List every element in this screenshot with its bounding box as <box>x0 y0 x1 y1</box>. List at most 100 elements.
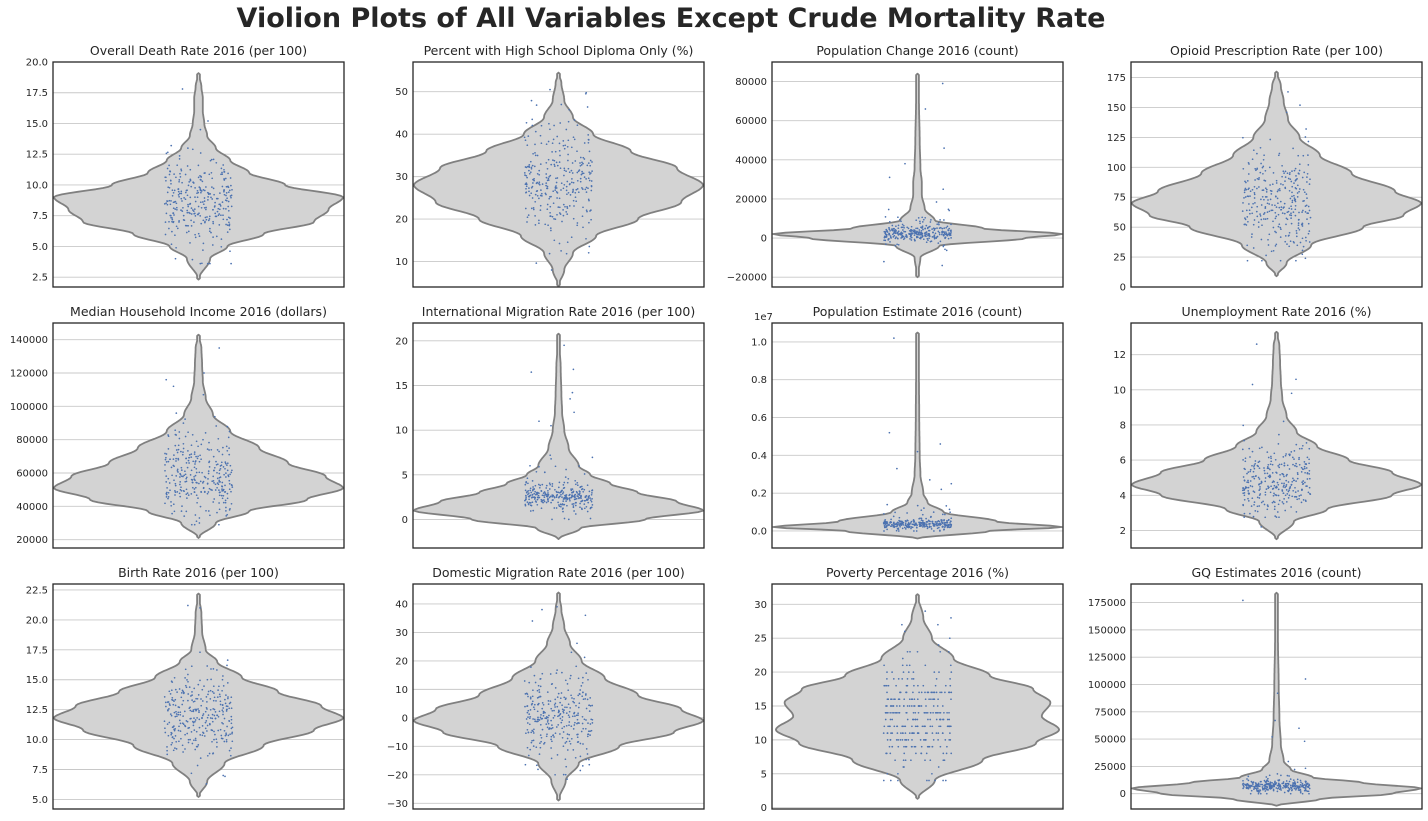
data-point <box>176 715 178 718</box>
data-point <box>590 506 593 509</box>
data-point <box>181 505 183 507</box>
data-point <box>1268 486 1270 489</box>
data-point <box>548 496 551 499</box>
data-point <box>919 222 921 225</box>
data-point <box>173 201 176 203</box>
data-point <box>1274 458 1277 461</box>
data-point <box>942 752 945 755</box>
data-point <box>914 718 917 721</box>
data-point <box>1294 204 1297 207</box>
data-point <box>523 172 526 174</box>
violin-subplot: GQ Estimates 2016 (count)025000500007500… <box>1088 565 1423 810</box>
data-point <box>230 727 233 730</box>
data-point <box>1274 782 1277 784</box>
data-point <box>1264 790 1267 792</box>
data-point <box>938 227 941 229</box>
data-point <box>950 617 952 619</box>
data-point <box>164 452 166 455</box>
data-point <box>558 197 561 200</box>
data-point <box>1280 463 1283 466</box>
data-point <box>176 227 179 230</box>
data-point <box>207 693 209 696</box>
data-point <box>575 490 578 493</box>
data-point <box>1264 780 1267 783</box>
data-point <box>1267 244 1270 246</box>
data-point <box>1249 195 1251 197</box>
data-point <box>934 684 937 687</box>
data-point <box>1243 479 1246 482</box>
data-point <box>206 724 209 727</box>
data-point <box>587 162 590 164</box>
data-point <box>210 448 213 451</box>
data-point <box>550 424 552 427</box>
data-point <box>200 490 202 493</box>
data-point <box>899 233 902 236</box>
data-point <box>559 701 561 704</box>
data-point <box>566 241 569 244</box>
data-point <box>589 507 592 510</box>
data-point <box>538 197 540 200</box>
data-point <box>530 167 533 170</box>
y-tick-label: 5.0 <box>32 242 48 253</box>
data-point <box>164 701 167 704</box>
y-tick-label: 8 <box>1120 420 1126 431</box>
data-point <box>1247 775 1250 778</box>
data-point <box>546 203 549 206</box>
data-point <box>1290 222 1293 225</box>
data-point <box>212 668 215 670</box>
data-point <box>562 503 564 506</box>
data-point <box>221 721 223 724</box>
data-point <box>217 207 220 210</box>
data-point <box>1266 466 1269 468</box>
data-point <box>544 717 547 719</box>
data-point <box>902 238 905 241</box>
data-point <box>936 705 939 707</box>
data-point <box>1294 167 1297 170</box>
data-point <box>895 711 898 714</box>
data-point <box>576 484 579 487</box>
data-point <box>170 733 173 736</box>
data-point <box>565 494 567 497</box>
data-point <box>564 679 567 682</box>
data-point <box>948 508 951 511</box>
data-point <box>918 691 920 694</box>
data-point <box>590 729 593 732</box>
data-point <box>528 166 531 168</box>
data-point <box>224 702 227 705</box>
data-point <box>189 738 191 741</box>
data-point <box>530 741 533 744</box>
data-point <box>1276 190 1279 193</box>
data-point <box>1258 483 1261 485</box>
data-point <box>547 495 549 497</box>
data-point <box>585 758 587 761</box>
data-point <box>1279 189 1281 192</box>
data-point <box>890 732 892 734</box>
data-point <box>187 604 189 607</box>
data-point <box>186 209 189 212</box>
data-point <box>886 691 888 694</box>
data-point <box>1303 783 1306 786</box>
data-point <box>567 714 570 717</box>
data-point <box>167 477 170 480</box>
data-point <box>946 711 948 714</box>
data-point <box>535 492 538 494</box>
data-point <box>1292 463 1294 466</box>
data-point <box>166 203 169 206</box>
data-point <box>534 200 537 203</box>
data-point <box>221 497 224 500</box>
data-point <box>1301 237 1304 240</box>
data-point <box>173 173 175 175</box>
data-point <box>904 528 907 530</box>
data-point <box>577 677 580 680</box>
data-point <box>567 159 569 162</box>
data-point <box>1258 478 1261 480</box>
data-point <box>1291 191 1293 194</box>
data-point <box>194 739 197 742</box>
data-point <box>527 709 530 712</box>
data-point <box>528 717 531 720</box>
data-point <box>901 226 904 229</box>
data-point <box>221 481 224 484</box>
data-point <box>193 478 196 480</box>
data-point <box>1249 792 1252 795</box>
